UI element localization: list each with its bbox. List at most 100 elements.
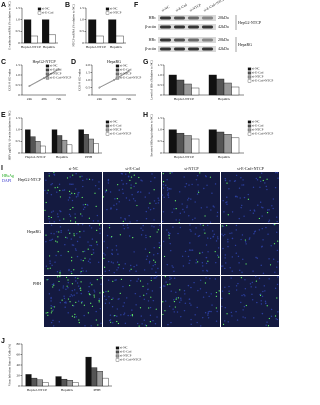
nucleus <box>113 271 115 274</box>
nucleus <box>221 297 223 299</box>
legend-label: si-E-Cad+NTCP <box>120 358 142 362</box>
nucleus <box>128 214 130 217</box>
signal <box>49 255 51 257</box>
bar <box>55 376 62 387</box>
nucleus <box>78 191 80 194</box>
signal <box>44 209 46 211</box>
nucleus <box>83 230 85 232</box>
signal <box>116 320 118 323</box>
signal <box>58 231 60 233</box>
nucleus <box>82 204 85 206</box>
nucleus <box>252 270 254 272</box>
nucleus <box>127 314 129 317</box>
nucleus <box>167 194 169 196</box>
nucleus <box>199 279 202 282</box>
nucleus <box>157 202 160 204</box>
nucleus <box>57 216 59 218</box>
bar <box>30 136 36 154</box>
nucleus <box>50 232 52 235</box>
bar <box>183 135 192 154</box>
nucleus <box>206 206 208 208</box>
signal <box>138 176 140 179</box>
nucleus <box>173 208 175 210</box>
nucleus <box>242 179 244 181</box>
signal <box>91 253 93 256</box>
bar <box>231 137 240 154</box>
legend-swatch <box>115 72 120 76</box>
nucleus <box>126 297 128 299</box>
nucleus <box>268 258 270 260</box>
nucleus <box>45 179 47 181</box>
legend-swatch <box>115 76 120 80</box>
signal <box>227 214 229 216</box>
signal <box>199 252 201 254</box>
y-tick-label: 0.5 <box>158 83 163 87</box>
panel-letter: I <box>1 165 3 172</box>
page: A E-cadherin mRNA (% relative to NC) 0 0.5 1… <box>1 0 279 392</box>
nucleus <box>196 174 199 177</box>
signal <box>83 304 85 306</box>
bar <box>168 74 177 96</box>
nucleus <box>50 224 53 226</box>
stain-label: DAPI <box>2 178 12 183</box>
nucleus <box>53 173 55 176</box>
nucleus <box>142 229 144 232</box>
nucleus <box>104 270 106 273</box>
signal <box>215 291 218 294</box>
nucleus <box>212 236 214 238</box>
nucleus <box>82 185 84 188</box>
nucleus <box>99 227 101 230</box>
nucleus <box>95 310 97 313</box>
signal <box>148 307 150 309</box>
signal <box>122 220 124 222</box>
nucleus <box>247 193 249 196</box>
nucleus <box>70 183 73 186</box>
nucleus <box>87 241 89 243</box>
legend-label: si-E-Cad+NTCP <box>252 132 274 136</box>
signal <box>70 220 72 222</box>
row-label: β-actin <box>145 46 156 51</box>
nucleus <box>137 191 139 193</box>
nucleus <box>52 283 55 285</box>
nucleus <box>244 241 247 243</box>
nucleus <box>196 321 198 324</box>
nucleus <box>92 220 95 222</box>
signal <box>277 240 279 242</box>
signal <box>82 251 84 253</box>
band <box>188 47 199 51</box>
nucleus <box>128 235 131 237</box>
nucleus <box>223 211 225 213</box>
blot-strip <box>158 37 216 43</box>
legend-label: si-E-Cad <box>42 11 54 15</box>
nucleus <box>136 322 139 325</box>
nucleus <box>73 289 76 291</box>
row-label: HBc <box>149 37 157 42</box>
nucleus <box>169 242 171 245</box>
bar <box>168 129 177 154</box>
nucleus <box>195 262 197 264</box>
nucleus <box>242 184 245 186</box>
nucleus <box>49 239 51 242</box>
nucleus <box>215 320 218 322</box>
nucleus <box>255 177 258 180</box>
nucleus <box>77 285 80 287</box>
nucleus <box>69 176 71 178</box>
bar <box>115 35 124 44</box>
bar <box>208 74 217 96</box>
nucleus <box>261 312 264 315</box>
band <box>174 38 185 42</box>
signal <box>88 217 90 219</box>
nucleus <box>256 301 258 304</box>
signal <box>153 189 155 191</box>
nucleus <box>104 191 107 193</box>
signal <box>48 175 50 177</box>
nucleus <box>209 221 212 223</box>
signal <box>173 300 176 303</box>
nucleus <box>201 251 204 254</box>
nucleus <box>228 285 230 288</box>
nucleus <box>244 295 246 297</box>
nucleus <box>76 282 79 284</box>
nucleus <box>159 286 162 289</box>
nucleus <box>190 286 192 289</box>
signal <box>226 182 228 184</box>
